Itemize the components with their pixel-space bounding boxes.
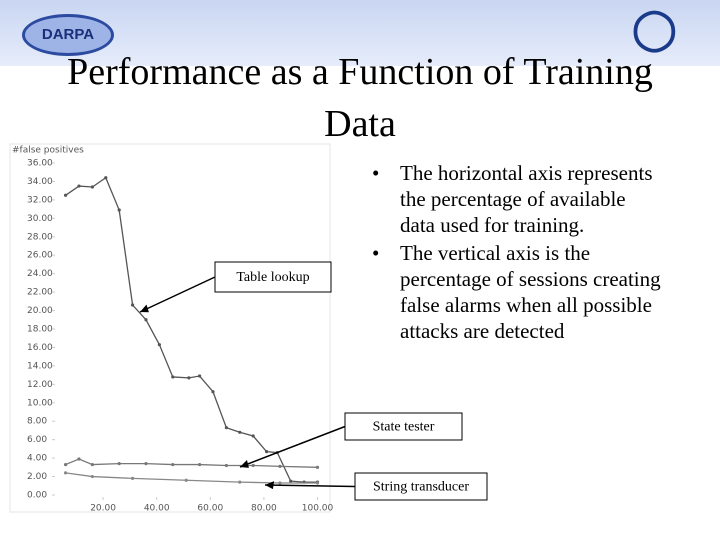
callout-label: Table lookup [236,270,309,285]
y-tick-label: 4.00 [27,454,47,464]
series-line [65,176,318,483]
point [144,318,148,322]
bullet: The vertical axis is the percentage of s… [364,240,664,344]
point [171,375,175,379]
y-tick-label: 34.00 [27,177,53,187]
point [251,463,255,468]
y-tick-label: 28.00 [27,232,53,242]
y-axis-label: #false positives [12,146,84,156]
point [63,193,68,197]
y-tick-label: 14.00 [27,361,53,371]
arrow-head [265,481,275,490]
point [238,430,242,434]
y-tick-label: 2.00 [27,472,47,482]
point [117,462,121,466]
y-tick-label: 18.00 [27,325,53,335]
point [184,478,188,482]
logo-atl: ◯ [632,7,677,51]
point [90,474,94,479]
point [197,462,202,467]
x-tick-label: 20.00 [90,504,116,514]
callout-arrow [264,484,356,488]
y-tick-label: 30.00 [27,214,53,224]
y-tick-label: 26.00 [27,251,53,261]
bullet: The horizontal axis represents the perce… [364,160,664,238]
point [130,303,135,307]
callout-box [344,412,463,441]
header-band [0,0,720,66]
point [197,374,202,378]
x-tick-label: 40.00 [144,504,170,514]
point [264,450,269,454]
point [157,343,161,347]
y-tick-label: 10.00 [27,398,53,408]
point [117,208,121,212]
x-tick-label: 60.00 [197,504,223,514]
y-tick-label: 32.00 [27,195,53,205]
point [171,462,175,467]
point [278,481,282,485]
callout-arrow [239,425,346,468]
point [90,185,94,189]
point [104,176,108,180]
callout-label: String transducer [373,480,469,495]
point [130,476,135,480]
callout-box [354,472,488,501]
point [63,462,68,467]
bullets: The horizontal axis represents the perce… [364,160,664,346]
y-tick-label: 8.00 [27,417,47,427]
y-tick-label: 12.00 [27,380,53,390]
callout-arrow [139,276,216,313]
y-tick-label: 22.00 [27,288,53,298]
logo: DARPA [22,14,114,56]
slide-title: Performance as a Function of Training Da… [67,51,653,145]
x-tick-label: 80.00 [251,504,277,514]
y-tick-label: 16.00 [27,343,53,353]
point [90,462,94,467]
point [315,481,320,485]
point [238,480,242,484]
y-tick-label: 6.00 [27,435,47,445]
y-tick-label: 20.00 [27,306,53,316]
y-tick-label: 24.00 [27,269,53,279]
point [144,462,148,466]
point [315,465,320,469]
point [224,426,228,430]
point [187,376,191,380]
point [63,471,68,475]
point [224,463,228,468]
arrow-head [140,304,149,313]
point [289,479,293,483]
point [278,464,282,469]
point [77,184,81,188]
point [77,457,81,461]
y-tick-label: 36.00 [27,159,53,169]
callout-box [214,261,332,293]
point [211,390,215,394]
y-tick-label: 0.00 [27,491,47,501]
arrow-head [240,460,249,468]
point [251,434,255,438]
callout-label: State tester [373,420,435,435]
x-tick-label: 100.00 [302,504,334,514]
chart-frame [9,143,331,513]
